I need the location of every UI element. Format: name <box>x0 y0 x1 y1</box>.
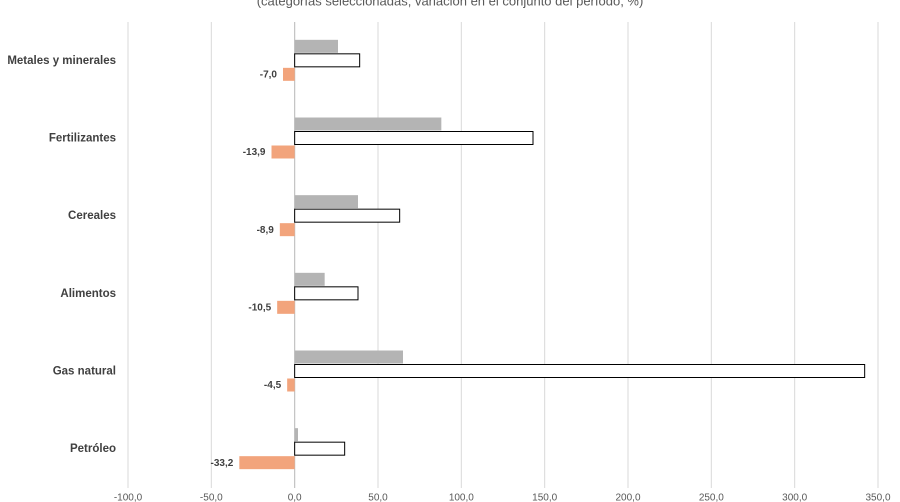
x-tick-label: 0,0 <box>288 493 302 502</box>
bar <box>294 428 298 442</box>
bar <box>294 208 401 223</box>
category-label: Fertilizantes <box>49 133 116 145</box>
bar <box>294 441 346 456</box>
x-tick-label: 350,0 <box>865 493 890 502</box>
data-label: -33,2 <box>211 458 234 469</box>
category-label: Petróleo <box>70 443 116 455</box>
data-label: -7,0 <box>260 69 278 80</box>
bar <box>294 364 866 378</box>
x-tick-label: 150,0 <box>532 493 557 502</box>
x-tick-label: 100,0 <box>449 493 474 502</box>
bar <box>294 272 325 286</box>
bar <box>294 131 534 145</box>
category-label: Metales y minerales <box>7 55 116 67</box>
x-tick-label: 200,0 <box>615 493 640 502</box>
bar <box>277 300 295 314</box>
bar <box>239 456 295 470</box>
data-label: -10,5 <box>248 302 271 313</box>
bar <box>271 145 295 159</box>
bar <box>283 67 295 81</box>
bar <box>294 195 358 209</box>
category-label: Gas natural <box>53 366 116 378</box>
bar <box>279 223 295 237</box>
bar <box>294 39 338 53</box>
x-tick-label: -50,0 <box>200 493 223 502</box>
x-tick-label: 250,0 <box>699 493 724 502</box>
data-label: -13,9 <box>243 147 266 158</box>
x-tick-label: 50,0 <box>368 493 388 502</box>
bar <box>294 117 442 131</box>
data-label: -8,9 <box>257 225 275 236</box>
chart-subtitle: (categorías seleccionadas; variación en … <box>257 0 644 8</box>
bar <box>294 286 359 301</box>
category-label: Alimentos <box>60 288 116 300</box>
bar <box>287 378 295 392</box>
category-label: Cereales <box>68 210 116 222</box>
bar <box>294 53 361 68</box>
x-tick-label: -100,0 <box>114 493 143 502</box>
data-label: -4,5 <box>264 380 282 391</box>
x-tick-label: 300,0 <box>782 493 807 502</box>
bar <box>294 350 403 364</box>
